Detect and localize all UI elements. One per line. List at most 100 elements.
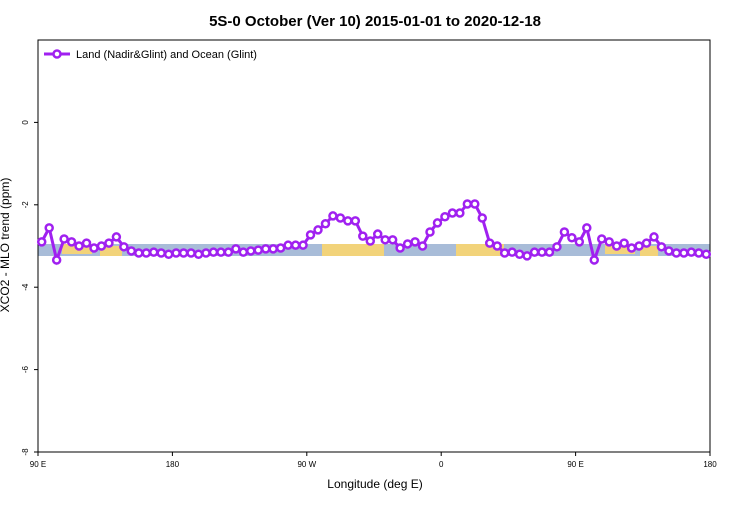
point (89, 243, 99, 253)
point (335, 213, 346, 223)
point (223, 247, 234, 257)
y-tick-label: -4 (21, 283, 30, 291)
point (649, 232, 659, 242)
point (44, 223, 54, 233)
point (387, 235, 398, 245)
point (372, 229, 383, 239)
point (514, 249, 525, 259)
x-tick-label: 0 (439, 460, 444, 469)
point (193, 249, 204, 259)
y-axis-label: XCO2 - MLO trend (ppm) (0, 178, 12, 313)
point (664, 246, 674, 256)
point (537, 247, 547, 257)
x-tick-label: 90 E (30, 460, 46, 469)
point (477, 213, 488, 223)
x-axis-label: Longitude (deg E) (327, 477, 422, 491)
point (246, 246, 256, 256)
point (343, 216, 353, 226)
point (619, 238, 629, 248)
x-tick-label: 180 (166, 460, 180, 469)
point (626, 243, 637, 253)
point (51, 255, 62, 265)
point (358, 231, 368, 241)
x-tick-label: 180 (703, 460, 717, 469)
point (186, 248, 196, 258)
point (395, 243, 405, 253)
point (156, 248, 166, 258)
point (701, 249, 712, 259)
point (455, 208, 465, 218)
point (171, 248, 181, 258)
point (134, 248, 144, 258)
point (582, 223, 592, 233)
point (462, 199, 473, 209)
x-tick-label: 90 W (297, 460, 316, 469)
point (671, 248, 682, 258)
y-tick-label: -2 (21, 201, 30, 209)
point (365, 236, 376, 246)
point (290, 240, 301, 250)
point (679, 248, 689, 258)
point (119, 242, 129, 252)
point (111, 232, 122, 242)
point (313, 225, 323, 235)
point (432, 218, 443, 228)
chart-title: 5S-0 October (Ver 10) 2015-01-01 to 2020… (209, 13, 541, 30)
point (36, 237, 47, 247)
point (126, 246, 137, 256)
point (507, 247, 517, 257)
point (104, 238, 114, 248)
point (656, 242, 667, 252)
point (216, 247, 226, 257)
point (380, 235, 390, 245)
point (96, 241, 107, 251)
point (440, 211, 450, 222)
point (141, 248, 152, 258)
point (305, 230, 316, 240)
point (238, 247, 249, 257)
point (320, 219, 331, 229)
point (425, 227, 435, 237)
point (544, 247, 555, 257)
point (283, 240, 293, 250)
point (559, 227, 570, 237)
point (253, 245, 264, 255)
point (447, 208, 458, 218)
point (634, 241, 644, 251)
point (74, 241, 84, 251)
x-tick-label: 90 E (567, 460, 583, 469)
point (178, 248, 189, 258)
point (260, 244, 271, 254)
point (522, 251, 532, 261)
point (686, 247, 697, 257)
point (208, 247, 219, 257)
point (275, 243, 286, 253)
point (350, 216, 361, 226)
y-tick-label: 0 (21, 120, 30, 125)
y-tick-label: -6 (21, 365, 30, 373)
point (589, 255, 600, 265)
point (492, 241, 502, 251)
point (417, 241, 428, 251)
point (604, 237, 614, 247)
point (611, 241, 622, 251)
point (596, 234, 607, 244)
plot-frame (37, 39, 711, 453)
point (59, 234, 69, 244)
point (298, 240, 308, 250)
point (694, 248, 704, 258)
point (567, 233, 577, 243)
point (484, 238, 495, 248)
point (552, 242, 562, 252)
legend-label: Land (Nadir&Glint) and Ocean (Glint) (76, 49, 257, 61)
point (328, 211, 338, 221)
point (231, 244, 241, 254)
point (268, 244, 278, 254)
point (201, 248, 211, 258)
point (574, 237, 585, 247)
point (148, 247, 159, 257)
y-tick-label: -8 (21, 448, 30, 456)
point (499, 248, 510, 258)
point (402, 239, 413, 249)
